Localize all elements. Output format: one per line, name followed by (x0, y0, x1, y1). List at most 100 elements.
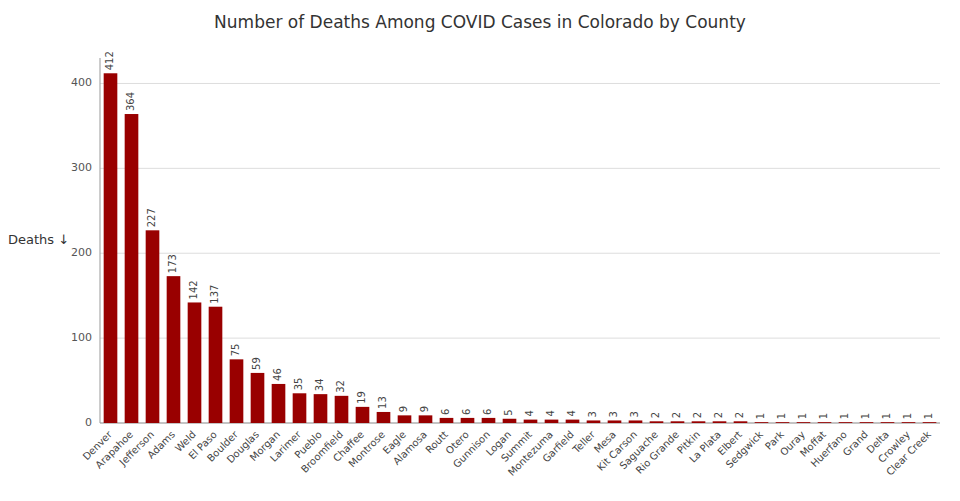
grid-line (100, 168, 940, 169)
x-tick-label: Clear Creek (884, 429, 933, 478)
data-label: 364 (126, 92, 137, 111)
data-label: 1 (903, 413, 914, 419)
grid-line (100, 253, 940, 254)
data-label: 6 (483, 409, 494, 415)
data-label: 173 (168, 254, 179, 273)
bar (734, 421, 748, 423)
data-label: 4 (525, 410, 536, 416)
bar (398, 415, 412, 423)
bar (440, 418, 454, 423)
data-label: 142 (189, 280, 200, 299)
data-label: 75 (231, 344, 242, 357)
data-label: 9 (420, 406, 431, 412)
data-label: 46 (273, 368, 284, 381)
data-label: 9 (399, 406, 410, 412)
bar (230, 359, 244, 423)
data-label: 1 (924, 413, 935, 419)
data-label: 3 (588, 411, 599, 417)
bar (188, 302, 202, 423)
bar (461, 418, 475, 423)
x-tick-label: Grand (841, 429, 870, 458)
data-label: 32 (336, 380, 347, 393)
bar (377, 412, 391, 423)
data-label: 2 (693, 412, 704, 418)
x-tick-label: Adams (145, 429, 177, 461)
data-label: 19 (357, 391, 368, 404)
data-label: 1 (882, 413, 893, 419)
bar (566, 420, 580, 423)
bar (167, 276, 181, 423)
y-tick-label: 100 (71, 331, 92, 344)
bar (587, 420, 601, 423)
data-label: 34 (315, 378, 326, 391)
data-label: 2 (651, 412, 662, 418)
bar (545, 420, 559, 423)
bar (650, 421, 664, 423)
y-tick-label: 0 (85, 416, 92, 429)
title: Number of Deaths Among COVID Cases in Co… (214, 12, 746, 32)
data-label: 6 (462, 409, 473, 415)
data-label: 6 (441, 409, 452, 415)
data-label: 1 (840, 413, 851, 419)
data-label: 13 (378, 396, 389, 409)
bar (125, 114, 139, 423)
grid-line (100, 338, 940, 339)
data-label: 35 (294, 378, 305, 391)
bar (104, 73, 118, 423)
y-tick-label: 400 (71, 76, 92, 89)
y-axis-label: Deaths ↓ (8, 232, 69, 247)
grid-line (100, 423, 940, 424)
data-label: 4 (567, 410, 578, 416)
x-tick-label: Sedgwick (724, 429, 765, 470)
chart: Number of Deaths Among COVID Cases in Co… (0, 0, 960, 501)
x-tick-label: Teller (570, 428, 598, 456)
grid-line (100, 83, 940, 84)
bar (314, 394, 328, 423)
x-tick-label: Rio Grande (634, 429, 681, 476)
data-label: 227 (147, 208, 158, 227)
bar (797, 422, 811, 423)
data-label: 137 (210, 285, 221, 304)
bar (755, 422, 769, 423)
data-label: 2 (714, 412, 725, 418)
bar (860, 422, 874, 423)
grid (100, 83, 940, 423)
data-label: 1 (777, 413, 788, 419)
data-label: 2 (735, 412, 746, 418)
bars (104, 73, 937, 423)
x-axis-line (100, 423, 940, 424)
data-label: 1 (861, 413, 872, 419)
bar (503, 419, 517, 423)
bar (419, 415, 433, 423)
data-label: 4 (546, 410, 557, 416)
bar (293, 393, 307, 423)
bar (209, 307, 223, 423)
bar (251, 373, 265, 423)
bar (923, 422, 937, 423)
bar (629, 420, 643, 423)
data-label: 5 (504, 409, 515, 415)
bar (776, 422, 790, 423)
data-label: 1 (756, 413, 767, 419)
bar (692, 421, 706, 423)
data-label: 412 (105, 51, 116, 70)
bar (335, 396, 349, 423)
bar (482, 418, 496, 423)
data-label: 2 (672, 412, 683, 418)
bar (881, 422, 895, 423)
data-label: 1 (819, 413, 830, 419)
data-label: 3 (609, 411, 620, 417)
y-axis-line (100, 58, 101, 423)
y-tick-label: 200 (71, 246, 92, 259)
bar (608, 420, 622, 423)
data-label: 1 (798, 413, 809, 419)
bar (671, 421, 685, 423)
data-label: 3 (630, 411, 641, 417)
bar (524, 420, 538, 423)
y-tick-label: 300 (71, 161, 92, 174)
bar (356, 407, 370, 423)
bar (902, 422, 916, 423)
bar (818, 422, 832, 423)
bar (272, 384, 286, 423)
bar (146, 230, 160, 423)
